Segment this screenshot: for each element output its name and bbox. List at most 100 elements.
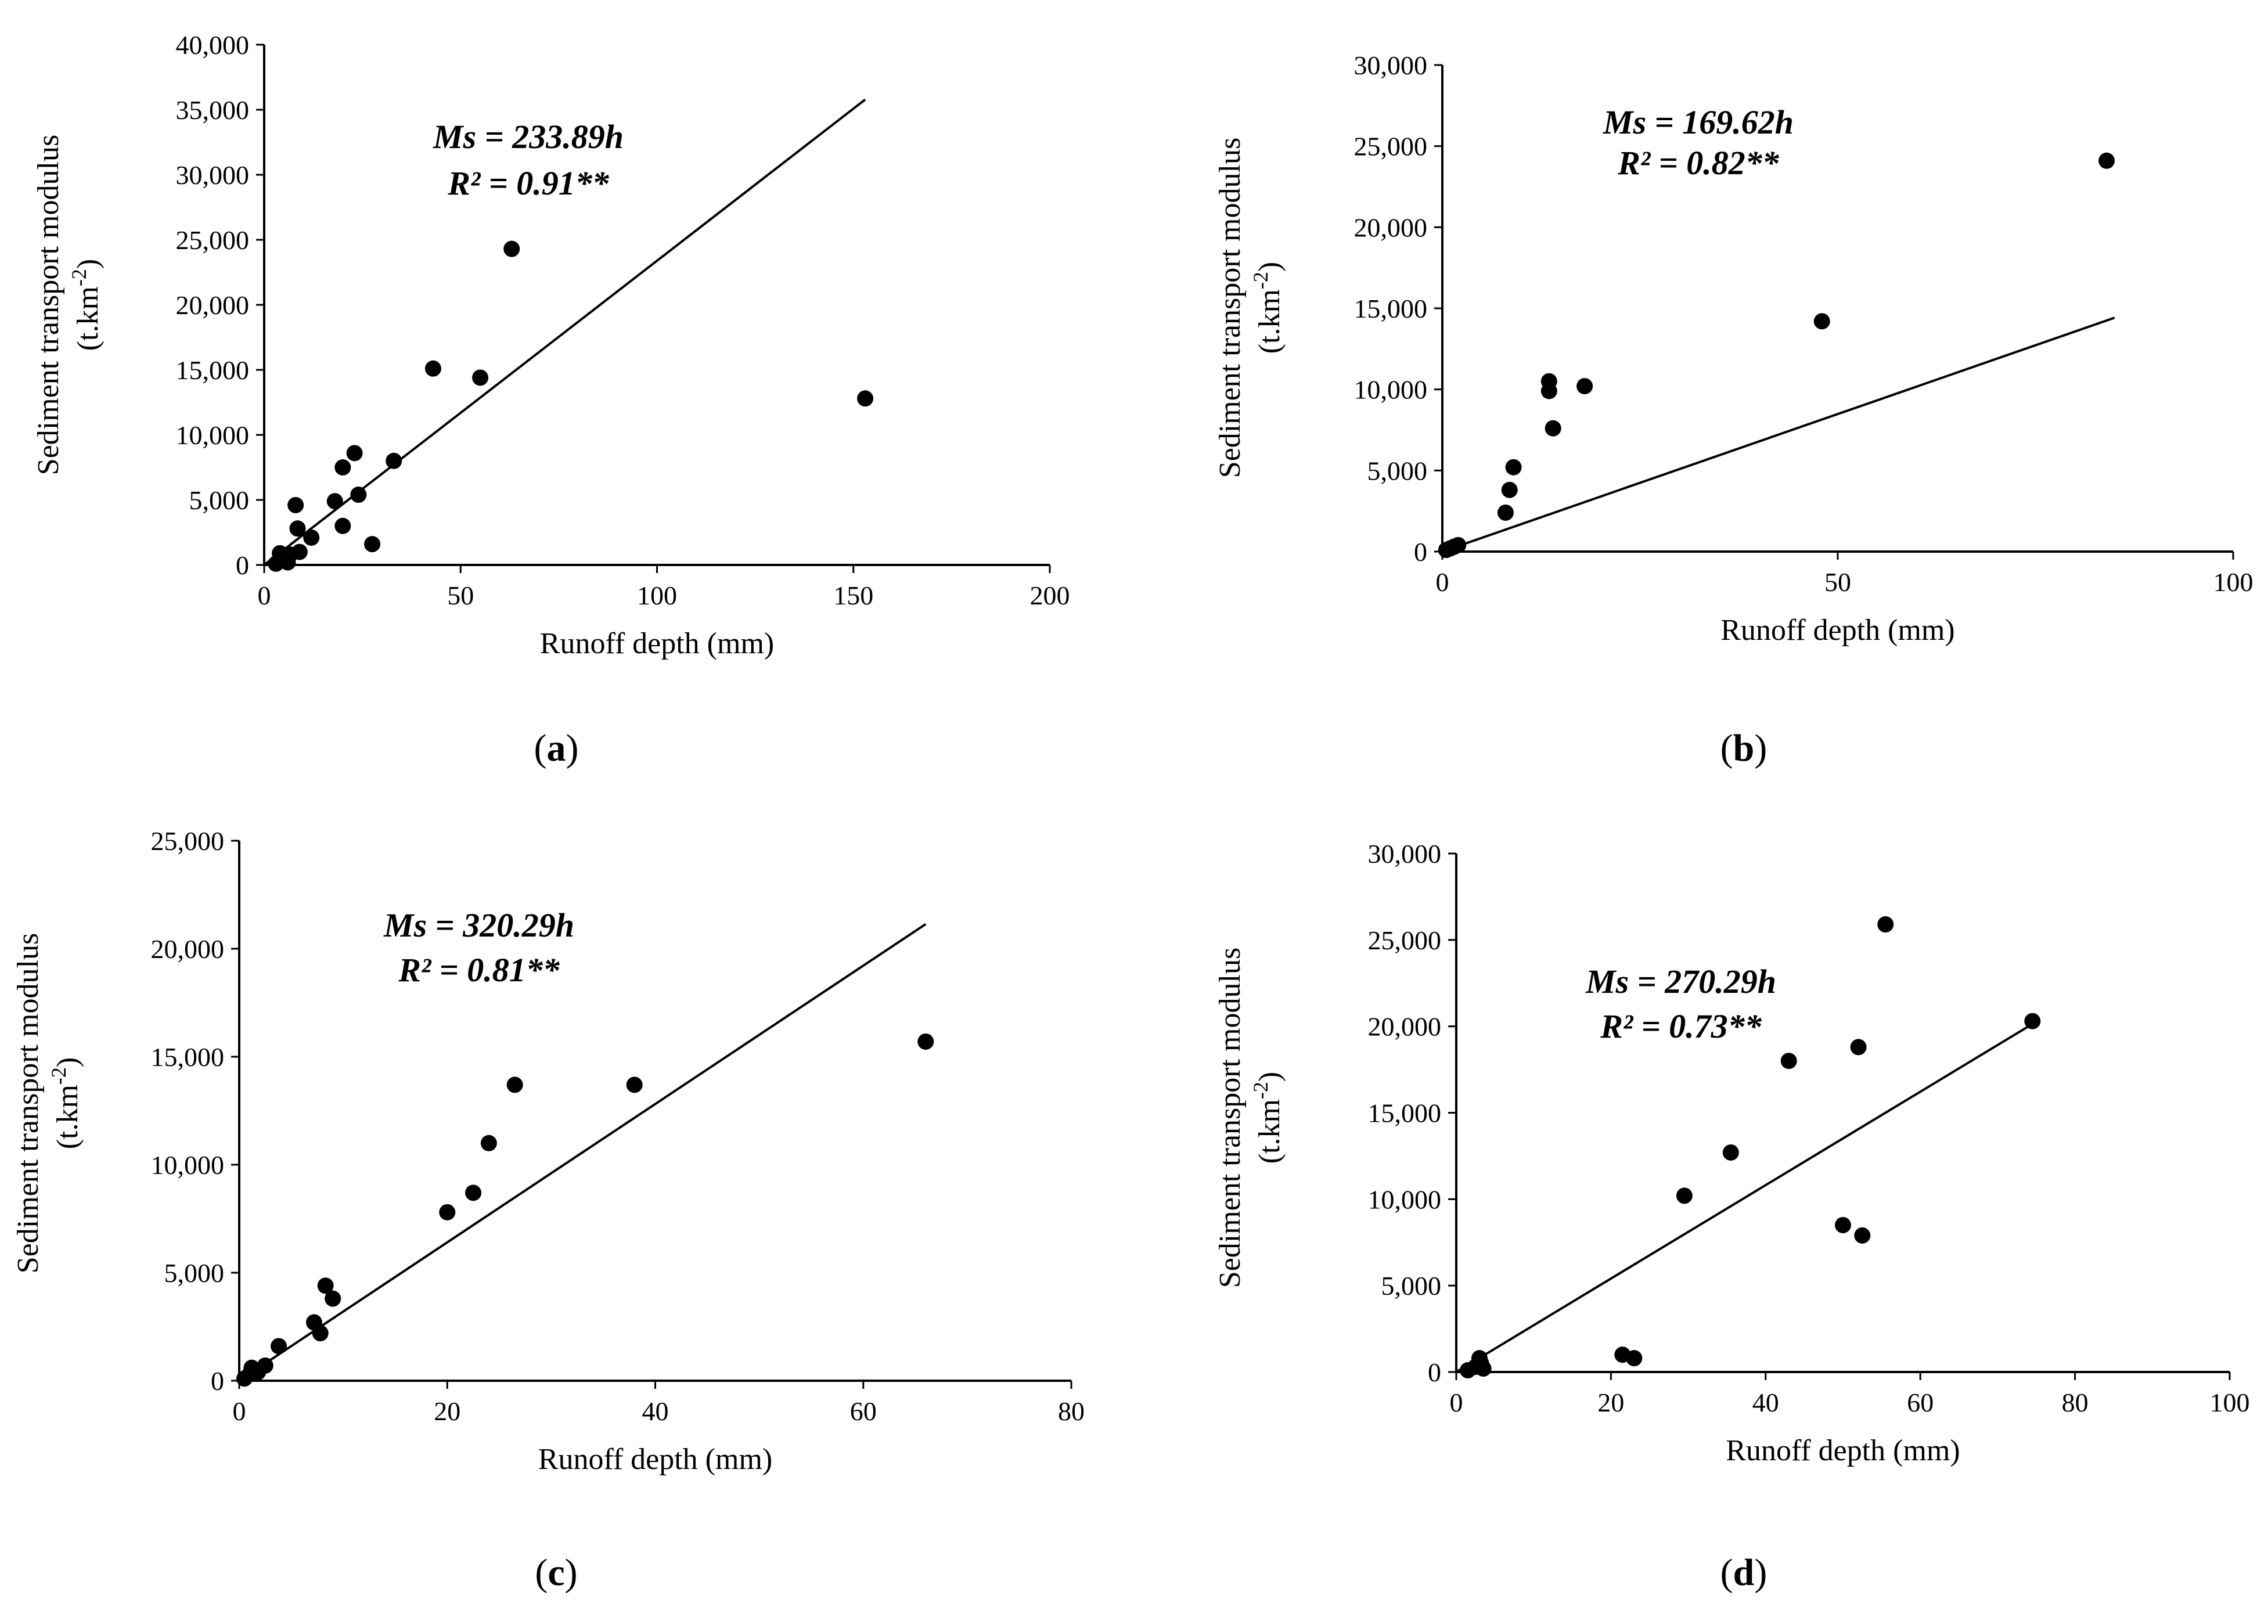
x-axis-title: Runoff depth (mm) bbox=[538, 1443, 772, 1476]
data-point bbox=[346, 445, 363, 462]
x-tick-label: 150 bbox=[833, 581, 873, 610]
regression-equation: Ms = 169.62h bbox=[1603, 103, 1794, 141]
data-point bbox=[271, 1338, 287, 1355]
y-tick-label: 15,000 bbox=[176, 355, 250, 385]
x-tick-label: 0 bbox=[1436, 567, 1449, 597]
data-point bbox=[1813, 313, 1830, 330]
x-tick-label: 0 bbox=[1450, 1388, 1463, 1417]
x-tick-label: 200 bbox=[1030, 581, 1070, 610]
y-axis-title: Sediment transport modulus (t.km-2) bbox=[32, 135, 105, 475]
x-axis-title: Runoff depth (mm) bbox=[1720, 614, 1954, 647]
x-tick-label: 40 bbox=[1752, 1388, 1779, 1417]
y-axis-title-line2: (t.km-2) bbox=[67, 259, 105, 351]
chart-panel-d: 0 5,000 10,000 15,000 20,000 25,000 30,000 0 20 4… bbox=[1214, 839, 2250, 1594]
x-tick-label: 100 bbox=[2210, 1388, 2250, 1417]
y-axis-title-line1: Sediment transport modulus bbox=[1214, 948, 1247, 1288]
y-tick-label: 10,000 bbox=[176, 420, 250, 450]
y-tick-label: 40,000 bbox=[176, 30, 250, 60]
data-point bbox=[472, 369, 489, 386]
data-point bbox=[303, 529, 320, 546]
y-axis-title-line1: Sediment transport modulus bbox=[32, 135, 65, 475]
y-tick-label: 10,000 bbox=[151, 1150, 225, 1180]
data-point bbox=[350, 487, 367, 503]
data-point bbox=[1877, 916, 1894, 933]
panel-label: (c) bbox=[535, 1551, 577, 1594]
data-point bbox=[917, 1033, 934, 1050]
y-tick-label: 15,000 bbox=[1368, 1099, 1442, 1128]
y-tick-label: 5,000 bbox=[189, 485, 250, 515]
regression-line bbox=[263, 98, 866, 566]
data-point bbox=[439, 1204, 456, 1220]
data-point bbox=[424, 360, 441, 377]
y-tick-label: 30,000 bbox=[1368, 839, 1442, 869]
y-tick-label: 25,000 bbox=[151, 826, 225, 856]
y-tick-label: 30,000 bbox=[176, 160, 250, 190]
data-point bbox=[326, 493, 343, 510]
data-point bbox=[334, 517, 351, 534]
x-axis-title: Runoff depth (mm) bbox=[540, 627, 774, 660]
data-point bbox=[1501, 481, 1518, 498]
y-tick-label: 5,000 bbox=[1381, 1271, 1442, 1301]
r-squared-label: R² = 0.82** bbox=[1617, 144, 1780, 182]
data-point bbox=[1626, 1350, 1643, 1367]
y-tick-label: 0 bbox=[236, 550, 249, 580]
data-point bbox=[1722, 1144, 1739, 1161]
x-tick-label: 60 bbox=[850, 1396, 877, 1426]
x-tick-label: 20 bbox=[1597, 1388, 1624, 1417]
data-point bbox=[1780, 1053, 1797, 1070]
y-tick-label: 0 bbox=[211, 1366, 224, 1396]
y-tick-label: 25,000 bbox=[1368, 926, 1442, 955]
x-axis-title: Runoff depth (mm) bbox=[1726, 1434, 1960, 1467]
data-point bbox=[364, 536, 381, 553]
y-tick-label: 0 bbox=[1428, 1357, 1441, 1387]
y-tick-label: 20,000 bbox=[1368, 1012, 1442, 1042]
data-point bbox=[386, 452, 402, 469]
data-point bbox=[1835, 1216, 1851, 1233]
regression-line bbox=[238, 923, 927, 1382]
data-point bbox=[465, 1184, 482, 1201]
y-tick-label: 20,000 bbox=[1354, 213, 1428, 242]
x-tick-label: 0 bbox=[233, 1396, 246, 1426]
x-tick-label: 0 bbox=[258, 581, 271, 610]
data-point bbox=[506, 1076, 523, 1093]
y-tick-label: 15,000 bbox=[1354, 294, 1428, 323]
x-tick-label: 100 bbox=[2213, 567, 2253, 597]
data-point bbox=[1475, 1360, 1492, 1377]
data-point bbox=[312, 1325, 329, 1342]
data-point bbox=[480, 1135, 497, 1151]
y-axis-title-line2: (t.km-2) bbox=[1249, 1072, 1286, 1164]
data-point bbox=[257, 1357, 273, 1374]
x-tick-label: 50 bbox=[447, 581, 474, 610]
data-point bbox=[1854, 1227, 1871, 1244]
chart-panel-c: 0 5,000 10,000 15,000 20,000 25,000 0 20 40 60 80 R… bbox=[12, 826, 1085, 1594]
r-squared-label: R² = 0.91** bbox=[447, 164, 610, 202]
data-point bbox=[1576, 378, 1593, 395]
x-tick-label: 80 bbox=[1058, 1396, 1085, 1426]
data-point bbox=[334, 459, 351, 476]
chart-panel-b: 0 5,000 10,000 15,000 20,000 25,000 30,000 0 50 1… bbox=[1214, 51, 2253, 769]
regression-equation: Ms = 320.29h bbox=[383, 906, 574, 944]
y-tick-label: 25,000 bbox=[176, 225, 250, 255]
regression-equation: Ms = 233.89h bbox=[433, 118, 624, 156]
chart-panel-a: 0 5,000 10,000 15,000 20,000 25,000 30,000 35,0… bbox=[32, 30, 1070, 769]
y-tick-label: 25,000 bbox=[1354, 132, 1428, 161]
y-tick-label: 20,000 bbox=[151, 934, 225, 964]
y-tick-label: 15,000 bbox=[151, 1042, 225, 1072]
data-point bbox=[325, 1290, 341, 1307]
data-point bbox=[1676, 1187, 1693, 1204]
data-point bbox=[503, 240, 520, 257]
data-point bbox=[1540, 383, 1557, 399]
y-tick-label: 10,000 bbox=[1354, 375, 1428, 405]
y-axis-title-line1: Sediment transport modulus bbox=[12, 933, 45, 1273]
x-tick-label: 40 bbox=[642, 1396, 669, 1426]
data-point bbox=[317, 1277, 334, 1294]
x-tick-label: 20 bbox=[434, 1396, 460, 1426]
regression-line bbox=[1455, 1020, 2037, 1373]
data-point bbox=[1545, 420, 1561, 437]
data-point bbox=[1450, 536, 1467, 553]
y-axis-title-line1: Sediment transport modulus bbox=[1214, 138, 1247, 478]
y-axis-title: Sediment transport modulus (t.km-2) bbox=[1214, 138, 1286, 478]
y-tick-label: 0 bbox=[1414, 537, 1427, 567]
y-axis-title-line2: (t.km-2) bbox=[1249, 262, 1286, 354]
